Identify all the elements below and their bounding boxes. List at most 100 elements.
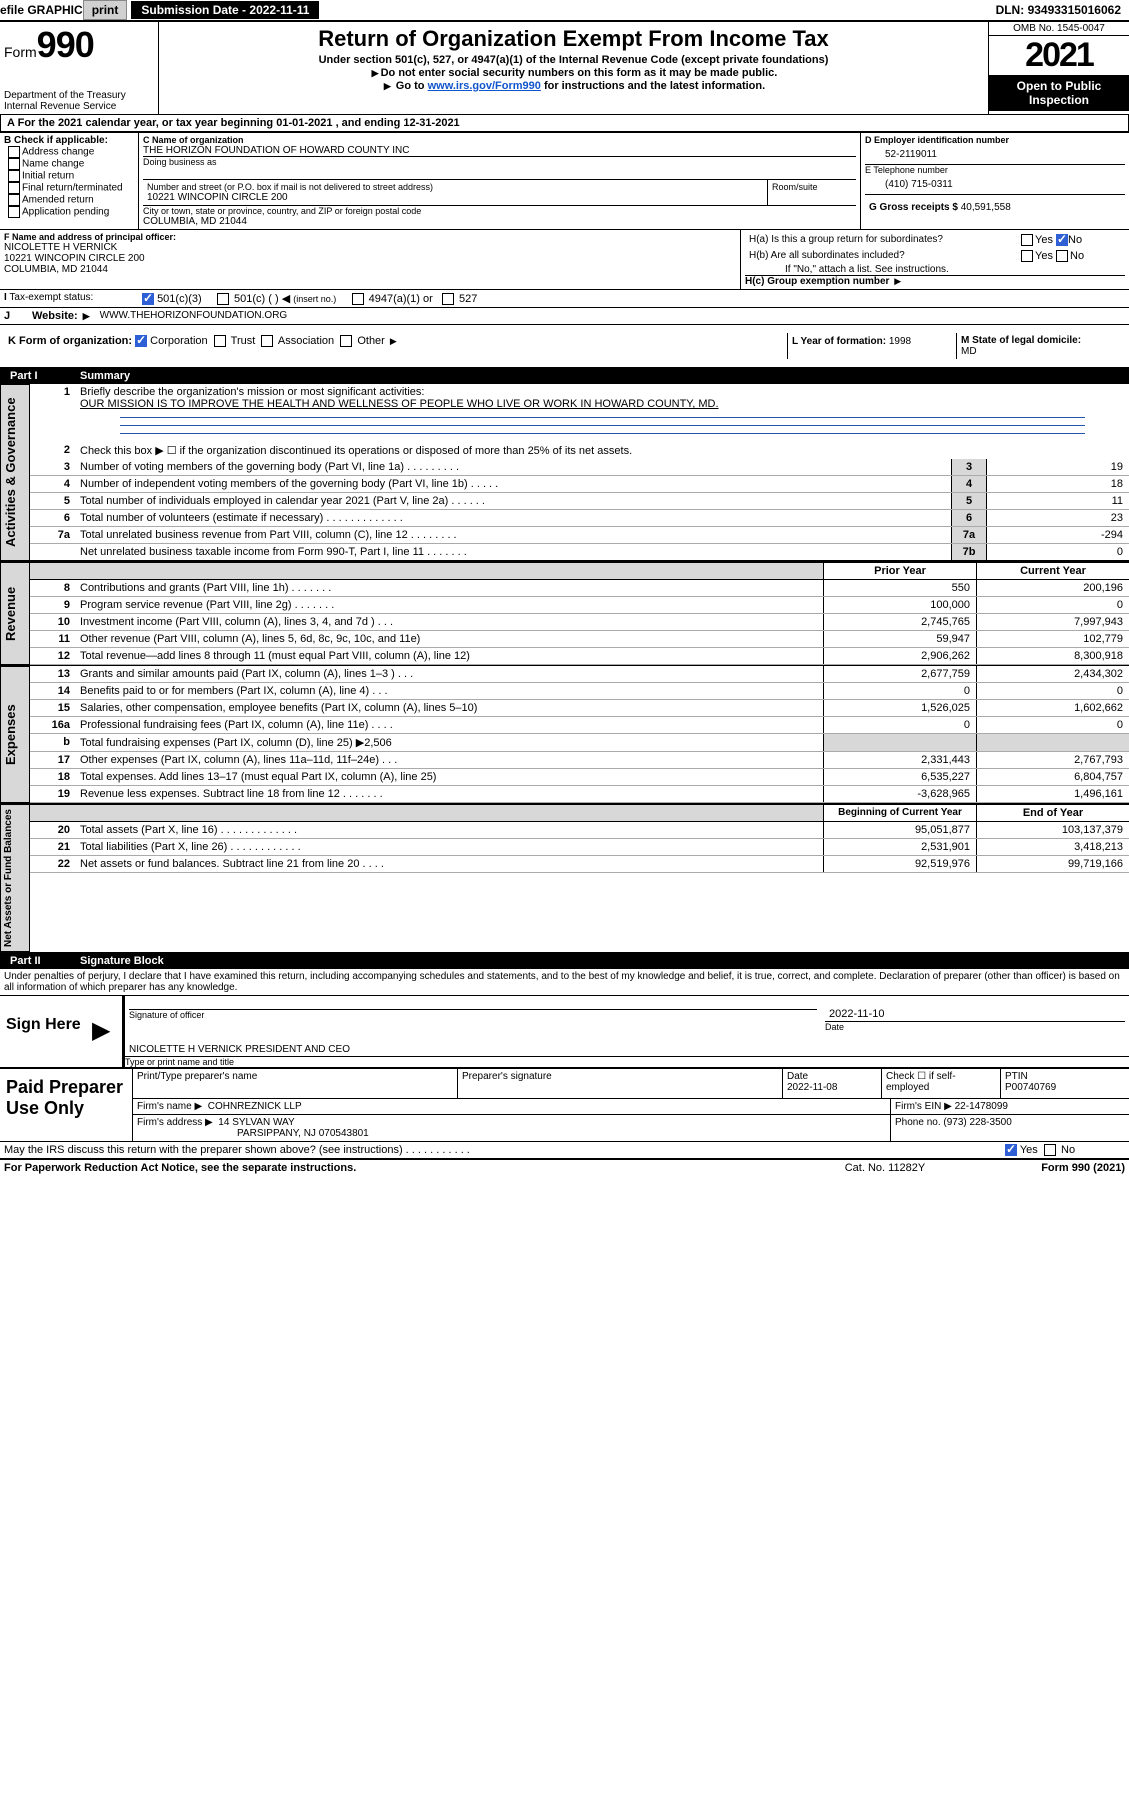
discuss-no-checkbox[interactable] [1044, 1144, 1056, 1156]
row-label: Total liabilities (Part X, line 26) . . … [76, 839, 823, 855]
phone-label: E Telephone number [865, 165, 1125, 175]
k-corp-checkbox[interactable] [135, 335, 147, 347]
section-l: L Year of formation: 1998 [787, 333, 956, 359]
tax-exempt-label: I Tax-exempt status: [0, 290, 138, 307]
sections-bcdeg: B Check if applicable: Address change Na… [0, 132, 1129, 229]
revenue-header: Prior Year Current Year [30, 562, 1129, 580]
row-curr [976, 734, 1129, 751]
row-label: Professional fundraising fees (Part IX, … [76, 717, 823, 733]
501c3-checkbox[interactable] [142, 293, 154, 305]
discuss-row: May the IRS discuss this return with the… [0, 1141, 1129, 1159]
print-button[interactable]: print [83, 0, 128, 20]
sidebar-governance: Activities & Governance [0, 384, 30, 561]
section-m: M State of legal domicile: MD [956, 333, 1125, 359]
row-prior: 2,677,759 [823, 666, 976, 682]
submission-date-label: Submission Date - [141, 3, 249, 17]
table-row: 21Total liabilities (Part X, line 26) . … [30, 839, 1129, 856]
open-to-public: Open to Public Inspection [989, 75, 1129, 111]
q7a-num: 7a [30, 527, 76, 543]
hb-label: H(b) Are all subordinates included? [745, 248, 1017, 264]
section-hc: H(c) Group exemption number [745, 275, 1125, 287]
sign-here-section: Sign Here ▶ Signature of officer 2022-11… [0, 995, 1129, 1068]
sign-arrow-icon: ▶ [92, 996, 112, 1067]
k-other-checkbox[interactable] [340, 335, 352, 347]
officer-street: 10221 WINCOPIN CIRCLE 200 [4, 253, 736, 264]
form-title: Return of Organization Exempt From Incom… [167, 26, 980, 52]
sidebar-expenses: Expenses [0, 666, 30, 803]
header-mid: Return of Organization Exempt From Incom… [159, 22, 988, 114]
row-num: 11 [30, 631, 76, 647]
q5-label: Total number of individuals employed in … [76, 493, 951, 509]
table-row: 9Program service revenue (Part VIII, lin… [30, 597, 1129, 614]
ha-yes-checkbox[interactable] [1021, 234, 1033, 246]
self-employed-check[interactable]: Check ☐ if self-employed [886, 1071, 996, 1093]
q7b-box: 7b [951, 544, 986, 560]
chk-amended-return[interactable]: Amended return [4, 194, 134, 206]
form-label: Form [4, 44, 37, 60]
l-value: 1998 [889, 336, 911, 347]
row-label: Total fundraising expenses (Part IX, col… [76, 734, 823, 751]
table-row: 11Other revenue (Part VIII, column (A), … [30, 631, 1129, 648]
row-label: Other revenue (Part VIII, column (A), li… [76, 631, 823, 647]
chk-application-pending[interactable]: Application pending [4, 206, 134, 218]
row-curr: 1,602,662 [976, 700, 1129, 716]
row-prior: 100,000 [823, 597, 976, 613]
firm-phone: (973) 228-3500 [943, 1117, 1011, 1128]
section-b: B Check if applicable: Address change Na… [0, 133, 139, 229]
section-e: E Telephone number (410) 715-0311 [865, 165, 1125, 195]
ein-label: D Employer identification number [865, 135, 1125, 145]
expenses-section: Expenses 13Grants and similar amounts pa… [0, 666, 1129, 804]
form-ref: Form 990 (2021) [985, 1162, 1125, 1174]
dln-value: 93493315016062 [1028, 3, 1121, 17]
dln-label: DLN: [996, 3, 1028, 17]
527-checkbox[interactable] [442, 293, 454, 305]
ha-no-checkbox[interactable] [1056, 234, 1068, 246]
ptin-label: PTIN [1005, 1071, 1125, 1082]
irs-link[interactable]: www.irs.gov/Form990 [428, 80, 541, 92]
goto-pre: Go to [396, 80, 428, 92]
hb-note: If "No," attach a list. See instructions… [745, 264, 1125, 275]
form-990-number: 990 [37, 24, 94, 65]
hb-yes-checkbox[interactable] [1021, 250, 1033, 262]
hb-no-checkbox[interactable] [1056, 250, 1068, 262]
form-header: Form990 Department of the Treasury Inter… [0, 21, 1129, 114]
k-label: K Form of organization: [8, 335, 132, 347]
ha-label: H(a) Is this a group return for subordin… [745, 232, 1017, 248]
row-prior: 59,947 [823, 631, 976, 647]
table-row: 16aProfessional fundraising fees (Part I… [30, 717, 1129, 734]
officer-name: NICOLETTE H VERNICK [4, 242, 736, 253]
row-label: Total expenses. Add lines 13–17 (must eq… [76, 769, 823, 785]
section-b-label: B Check if applicable: [4, 135, 134, 146]
m-value: MD [961, 346, 1121, 357]
hc-label: H(c) Group exemption number [745, 276, 889, 287]
section-i: I Tax-exempt status: 501(c)(3) 501(c) ( … [0, 289, 1129, 308]
table-row: 12Total revenue—add lines 8 through 11 (… [30, 648, 1129, 665]
omb-number: OMB No. 1545-0047 [989, 22, 1129, 36]
501c-checkbox[interactable] [217, 293, 229, 305]
row-curr: 6,804,757 [976, 769, 1129, 785]
chk-final-return[interactable]: Final return/terminated [4, 182, 134, 194]
chk-initial-return[interactable]: Initial return [4, 170, 134, 182]
sections-fh: F Name and address of principal officer:… [0, 229, 1129, 289]
section-c: C Name of organization THE HORIZON FOUND… [139, 133, 860, 229]
row-curr: 3,418,213 [976, 839, 1129, 855]
k-assoc-checkbox[interactable] [261, 335, 273, 347]
signature-line[interactable] [129, 998, 817, 1010]
cat-no: Cat. No. 11282Y [785, 1162, 985, 1174]
ptin-value: P00740769 [1005, 1082, 1125, 1093]
table-row: 19Revenue less expenses. Subtract line 1… [30, 786, 1129, 803]
discuss-yes-checkbox[interactable] [1005, 1144, 1017, 1156]
year-begin: 01-01-2021 [276, 117, 332, 129]
dept-treasury: Department of the Treasury Internal Reve… [4, 90, 154, 112]
gross-receipts-label: G Gross receipts $ [869, 202, 961, 213]
header-right: OMB No. 1545-0047 2021 Open to Public In… [988, 22, 1129, 114]
row-num: 10 [30, 614, 76, 630]
part-2-label: Part II [10, 955, 80, 967]
k-trust-checkbox[interactable] [214, 335, 226, 347]
chk-name-change[interactable]: Name change [4, 158, 134, 170]
sections-klm: K Form of organization: Corporation Trus… [0, 325, 1129, 368]
chk-address-change[interactable]: Address change [4, 146, 134, 158]
4947-checkbox[interactable] [352, 293, 364, 305]
q4-val: 18 [986, 476, 1129, 492]
row-curr: 8,300,918 [976, 648, 1129, 664]
